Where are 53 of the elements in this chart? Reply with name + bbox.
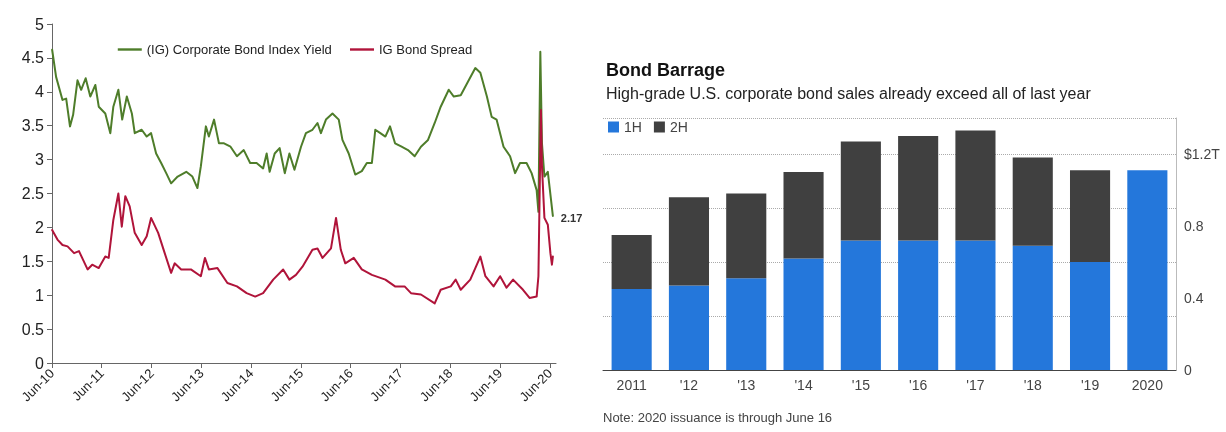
bar bbox=[840, 141, 881, 241]
y-tick-label: $1.2T bbox=[1184, 146, 1221, 162]
bar bbox=[668, 285, 710, 370]
y-tick-label: 3.5 bbox=[21, 117, 45, 135]
bar bbox=[1127, 170, 1168, 370]
chart-subtitle: High-grade U.S. corporate bond sales already exceed all of last year bbox=[606, 84, 1092, 102]
y-tick-label: 0 bbox=[35, 354, 45, 372]
y-tick-label: 0 bbox=[1184, 362, 1192, 378]
x-tick-label: '12 bbox=[679, 377, 699, 393]
bar bbox=[668, 197, 710, 286]
bar bbox=[1012, 245, 1053, 370]
legend-label: 2H bbox=[669, 119, 688, 135]
bar bbox=[726, 193, 767, 279]
x-tick-label: '17 bbox=[966, 377, 985, 393]
y-tick-label: 3 bbox=[35, 151, 45, 169]
bar bbox=[1069, 170, 1111, 262]
x-tick-label: 2020 bbox=[1131, 377, 1164, 393]
y-tick-label: 1.5 bbox=[21, 252, 45, 270]
bar bbox=[611, 289, 652, 370]
x-tick-label: '14 bbox=[794, 377, 813, 393]
y-tick-label: 0.8 bbox=[1184, 218, 1204, 234]
bar bbox=[898, 136, 939, 241]
chart-title: Bond Barrage bbox=[606, 60, 726, 80]
x-tick-label: '19 bbox=[1080, 377, 1100, 393]
bar bbox=[783, 258, 824, 370]
bar bbox=[726, 278, 767, 370]
y-tick-label: 2 bbox=[35, 218, 45, 236]
legend-label: 1H bbox=[624, 119, 642, 135]
x-tick-label: '16 bbox=[909, 377, 928, 393]
text: Note: 2020 issuance is through June 16 bbox=[603, 410, 833, 425]
x-tick-label: 2011 bbox=[616, 377, 647, 393]
bar bbox=[783, 172, 824, 259]
annotation: 2.17 bbox=[560, 212, 583, 225]
y-tick-label: 1 bbox=[35, 286, 45, 304]
bar bbox=[840, 240, 881, 370]
bar bbox=[1069, 262, 1111, 370]
x-tick-label: '13 bbox=[737, 377, 756, 393]
legend-label: IG Bond Spread bbox=[379, 42, 473, 57]
y-tick-label: 4 bbox=[35, 83, 45, 101]
bar bbox=[898, 240, 939, 370]
y-tick-label: 0.5 bbox=[21, 320, 45, 338]
line-series bbox=[51, 109, 554, 305]
x-tick-label: '15 bbox=[851, 377, 871, 393]
bar bbox=[955, 130, 996, 241]
y-tick-label: 4.5 bbox=[21, 49, 45, 67]
y-tick-label: 0.4 bbox=[1184, 290, 1204, 306]
x-tick-label: '18 bbox=[1023, 377, 1043, 393]
bar bbox=[611, 235, 652, 289]
bar bbox=[955, 240, 996, 370]
bar bbox=[1012, 157, 1053, 246]
legend-label: (IG) Corporate Bond Index Yield bbox=[146, 42, 332, 57]
y-tick-label: 5 bbox=[35, 15, 45, 33]
y-tick-label: 2.5 bbox=[21, 185, 45, 202]
